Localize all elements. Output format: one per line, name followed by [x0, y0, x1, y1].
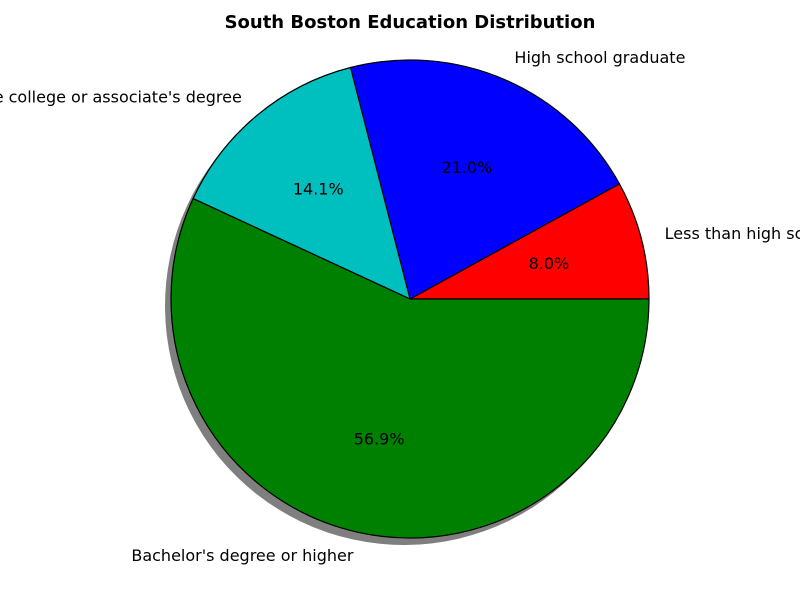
slice-label-high-school-graduate: High school graduate: [514, 48, 685, 67]
slice-percent-less-than-high-school: 8.0%: [529, 254, 570, 273]
slice-percent-high-school-graduate: 21.0%: [442, 158, 493, 177]
slice-percent-some-college-or-associate-s-degree: 14.1%: [293, 179, 344, 198]
pie-slice-less-than-high-school: [409, 183, 650, 300]
slice-label-bachelor-s-degree-or-higher: Bachelor's degree or higher: [131, 546, 354, 565]
slice-label-some-college-or-associate-s-degree: Some college or associate's degree: [0, 87, 242, 106]
pie-slice-some-college-or-associate-s-degree: [192, 66, 411, 300]
slice-label-less-than-high-school: Less than high school: [665, 224, 800, 243]
pie-slice-bachelor-s-degree-or-higher: [170, 198, 650, 539]
pie-labels: Less than high school 8.0% High school gra…: [0, 48, 800, 565]
pie-slices: [170, 59, 650, 539]
chart-title: South Boston Education Distribution: [225, 12, 596, 33]
pie-slice-high-school-graduate: [349, 59, 621, 300]
slice-percent-bachelor-s-degree-or-higher: 56.9%: [354, 430, 405, 449]
